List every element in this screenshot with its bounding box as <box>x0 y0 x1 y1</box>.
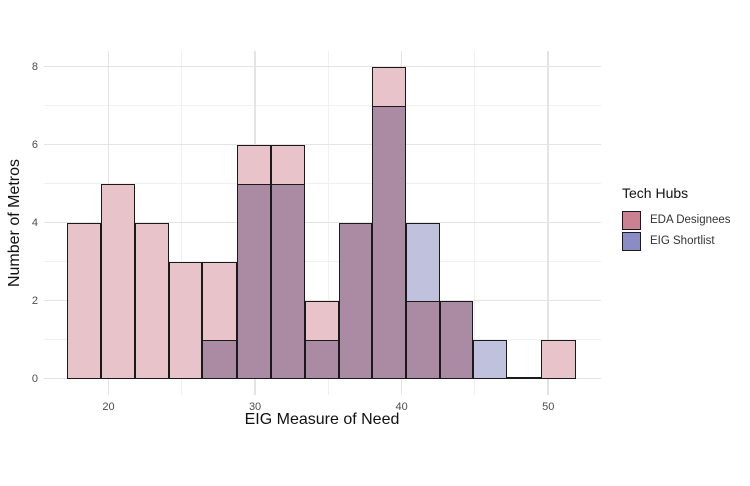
major-gridline <box>547 51 549 395</box>
histogram-bar <box>406 222 440 301</box>
histogram-bar <box>439 300 474 379</box>
legend-entry-eda-designees: EDA Designees <box>622 210 731 230</box>
histogram-bar <box>202 261 238 340</box>
legend-title: Tech Hubs <box>622 185 689 201</box>
histogram-bar <box>101 183 135 379</box>
y-tick-label: 2 <box>31 294 38 307</box>
histogram-bar <box>134 222 169 379</box>
histogram-bar <box>202 339 238 379</box>
minor-gridline <box>44 105 601 107</box>
histogram-bar <box>237 183 272 379</box>
minor-gridline <box>44 261 601 263</box>
plot-panel <box>44 51 601 395</box>
histogram-zero-bin <box>507 376 541 379</box>
histogram-bar <box>237 144 272 184</box>
histogram-bar <box>338 222 373 379</box>
minor-gridline <box>44 183 601 185</box>
histogram-bar <box>540 339 577 379</box>
y-axis-title: Number of Metros <box>6 158 23 288</box>
major-gridline <box>44 65 601 68</box>
legend-swatch-eig-shortlist <box>622 231 641 251</box>
y-tick-label: 8 <box>31 60 38 73</box>
y-tick-label: 4 <box>31 216 38 229</box>
legend-label-eda-designees: EDA Designees <box>650 214 731 226</box>
histogram-bar <box>473 339 508 379</box>
legend: Tech Hubs EDA Designees EIG Shortlist <box>622 185 731 252</box>
histogram-bar <box>372 105 407 379</box>
histogram-bar <box>67 222 102 379</box>
major-gridline <box>44 143 601 146</box>
legend-swatch-eda-designees <box>622 210 641 230</box>
legend-label-eig-shortlist: EIG Shortlist <box>650 235 715 247</box>
histogram-bar <box>372 66 407 106</box>
histogram-bar <box>271 144 305 184</box>
x-tick-label: 40 <box>395 401 408 413</box>
legend-entry-eig-shortlist: EIG Shortlist <box>622 231 731 251</box>
major-gridline <box>44 377 601 380</box>
histogram-bar <box>304 339 339 379</box>
histogram-bar <box>168 261 203 379</box>
major-gridline <box>44 221 601 224</box>
y-tick-label: 0 <box>31 372 38 385</box>
x-tick-label: 20 <box>102 401 115 413</box>
x-tick-label: 50 <box>542 401 555 413</box>
histogram-bar <box>271 183 305 379</box>
histogram-bar <box>406 300 440 379</box>
x-axis-title: EIG Measure of Need <box>244 411 400 428</box>
histogram-bar <box>304 300 339 340</box>
y-tick-label: 6 <box>31 138 38 151</box>
x-tick-label: 30 <box>248 401 262 413</box>
